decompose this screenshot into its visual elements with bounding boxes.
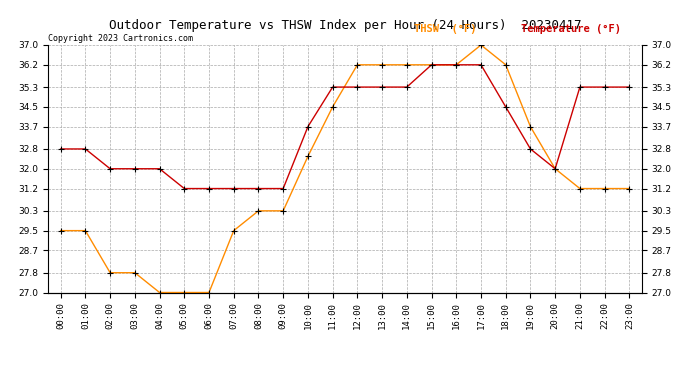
Text: Temperature (°F): Temperature (°F) [521,24,621,34]
Text: Copyright 2023 Cartronics.com: Copyright 2023 Cartronics.com [48,34,193,43]
Text: THSW  (°F): THSW (°F) [414,24,477,34]
Text: Outdoor Temperature vs THSW Index per Hour (24 Hours)  20230417: Outdoor Temperature vs THSW Index per Ho… [109,19,581,32]
